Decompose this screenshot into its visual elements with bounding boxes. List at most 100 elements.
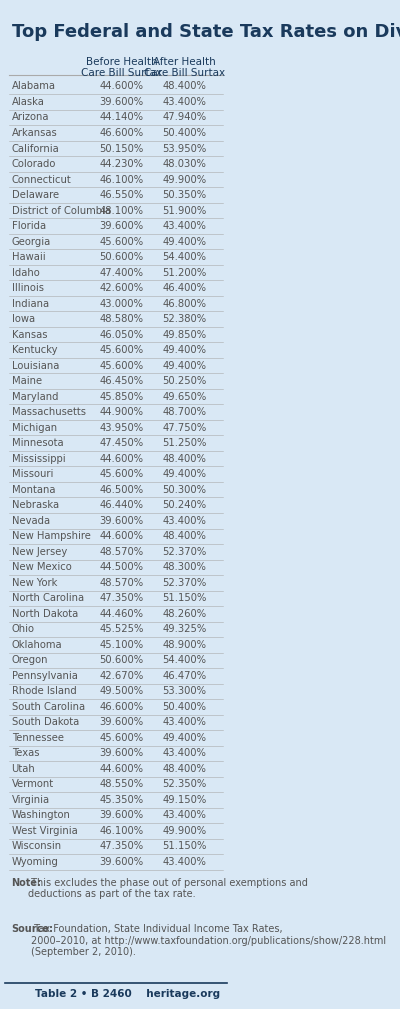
Text: 49.150%: 49.150% [162, 795, 206, 805]
Text: 51.200%: 51.200% [162, 267, 206, 277]
Text: North Carolina: North Carolina [12, 593, 84, 603]
Text: 47.450%: 47.450% [100, 438, 144, 448]
Text: 49.650%: 49.650% [162, 391, 206, 402]
Text: 49.400%: 49.400% [162, 236, 206, 246]
Text: South Carolina: South Carolina [12, 702, 85, 712]
Text: 44.600%: 44.600% [100, 764, 144, 774]
Text: Illinois: Illinois [12, 284, 44, 293]
Text: 39.600%: 39.600% [100, 97, 144, 107]
Text: 51.150%: 51.150% [162, 593, 206, 603]
Text: Rhode Island: Rhode Island [12, 686, 76, 696]
Text: 49.900%: 49.900% [162, 826, 206, 836]
Text: 46.100%: 46.100% [100, 826, 144, 836]
Text: Montana: Montana [12, 484, 55, 494]
Text: Tax Foundation, State Individual Income Tax Rates,
2000–2010, at http://www.taxf: Tax Foundation, State Individual Income … [31, 924, 386, 958]
Text: Ohio: Ohio [12, 625, 34, 635]
Text: 48.100%: 48.100% [100, 206, 144, 216]
Text: New York: New York [12, 578, 57, 588]
Text: 42.670%: 42.670% [100, 671, 144, 681]
Text: 43.400%: 43.400% [162, 857, 206, 867]
Text: District of Columbia: District of Columbia [12, 206, 110, 216]
Text: 50.300%: 50.300% [162, 484, 206, 494]
Text: North Dakota: North Dakota [12, 608, 78, 619]
Text: 44.900%: 44.900% [100, 408, 144, 417]
Text: 43.400%: 43.400% [162, 717, 206, 727]
Text: Table 2 • B 2460    heritage.org: Table 2 • B 2460 heritage.org [35, 989, 220, 999]
Text: 46.470%: 46.470% [162, 671, 206, 681]
Text: 45.525%: 45.525% [100, 625, 144, 635]
Text: Mississippi: Mississippi [12, 454, 65, 464]
Text: Indiana: Indiana [12, 299, 49, 309]
Text: 47.350%: 47.350% [100, 593, 144, 603]
Text: Wyoming: Wyoming [12, 857, 58, 867]
Text: Virginia: Virginia [12, 795, 50, 805]
Text: This excludes the phase out of personal exemptions and
deductions as part of the: This excludes the phase out of personal … [28, 878, 308, 899]
Text: Louisiana: Louisiana [12, 360, 59, 370]
Text: 45.600%: 45.600% [100, 236, 144, 246]
Text: 47.940%: 47.940% [162, 112, 206, 122]
Text: 42.600%: 42.600% [100, 284, 144, 293]
Text: 46.400%: 46.400% [162, 284, 206, 293]
Text: Georgia: Georgia [12, 236, 51, 246]
Text: 44.600%: 44.600% [100, 532, 144, 541]
Text: 54.400%: 54.400% [162, 656, 206, 665]
Text: 46.550%: 46.550% [100, 190, 144, 200]
Text: Pennsylvania: Pennsylvania [12, 671, 78, 681]
Text: 46.450%: 46.450% [100, 376, 144, 386]
Text: 51.900%: 51.900% [162, 206, 206, 216]
Text: Arizona: Arizona [12, 112, 49, 122]
Text: 44.600%: 44.600% [100, 454, 144, 464]
Text: 44.600%: 44.600% [100, 82, 144, 92]
Text: South Dakota: South Dakota [12, 717, 79, 727]
Text: 51.150%: 51.150% [162, 842, 206, 852]
Text: 39.600%: 39.600% [100, 810, 144, 820]
Text: 46.440%: 46.440% [100, 500, 144, 511]
Text: 47.750%: 47.750% [162, 423, 206, 433]
Text: 45.350%: 45.350% [100, 795, 144, 805]
Text: Washington: Washington [12, 810, 70, 820]
Text: 54.400%: 54.400% [162, 252, 206, 262]
Text: 43.400%: 43.400% [162, 516, 206, 526]
Text: Idaho: Idaho [12, 267, 39, 277]
Text: Tennessee: Tennessee [12, 733, 64, 743]
Text: 52.370%: 52.370% [162, 547, 206, 557]
Text: 50.250%: 50.250% [162, 376, 206, 386]
Text: 52.370%: 52.370% [162, 578, 206, 588]
Text: Top Federal and State Tax Rates on Dividends: Top Federal and State Tax Rates on Divid… [12, 23, 400, 41]
Text: 50.350%: 50.350% [162, 190, 206, 200]
Text: 50.600%: 50.600% [100, 252, 144, 262]
Text: 46.600%: 46.600% [100, 702, 144, 712]
Text: Alabama: Alabama [12, 82, 56, 92]
Text: Before Health
Care Bill Surtax: Before Health Care Bill Surtax [81, 57, 162, 78]
Text: Michigan: Michigan [12, 423, 57, 433]
Text: Maine: Maine [12, 376, 42, 386]
Text: Missouri: Missouri [12, 469, 53, 479]
Text: 43.400%: 43.400% [162, 749, 206, 759]
Text: 50.600%: 50.600% [100, 656, 144, 665]
Text: New Mexico: New Mexico [12, 562, 71, 572]
Text: 45.850%: 45.850% [100, 391, 144, 402]
Text: 48.900%: 48.900% [162, 640, 206, 650]
Text: 46.600%: 46.600% [100, 128, 144, 138]
Text: 39.600%: 39.600% [100, 749, 144, 759]
Text: 49.900%: 49.900% [162, 175, 206, 185]
Text: Texas: Texas [12, 749, 39, 759]
Text: 43.950%: 43.950% [100, 423, 144, 433]
Text: 48.570%: 48.570% [100, 578, 144, 588]
Text: Delaware: Delaware [12, 190, 59, 200]
Text: Kansas: Kansas [12, 330, 47, 340]
Text: 43.400%: 43.400% [162, 221, 206, 231]
Text: Nevada: Nevada [12, 516, 50, 526]
Text: Vermont: Vermont [12, 779, 54, 789]
Text: Alaska: Alaska [12, 97, 44, 107]
Text: 49.400%: 49.400% [162, 469, 206, 479]
Text: 51.250%: 51.250% [162, 438, 206, 448]
Text: 43.000%: 43.000% [100, 299, 144, 309]
Text: 47.400%: 47.400% [100, 267, 144, 277]
Text: 50.400%: 50.400% [162, 702, 206, 712]
Text: 44.460%: 44.460% [100, 608, 144, 619]
Text: 50.400%: 50.400% [162, 128, 206, 138]
Text: 48.030%: 48.030% [162, 159, 206, 170]
Text: 52.350%: 52.350% [162, 779, 206, 789]
Text: Iowa: Iowa [12, 314, 35, 324]
